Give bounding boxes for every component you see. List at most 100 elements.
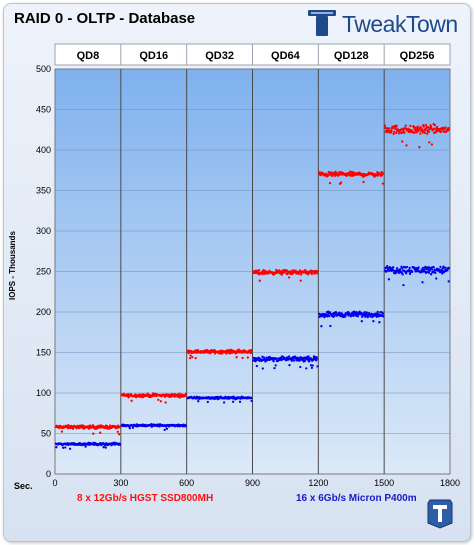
series-1-point	[382, 172, 385, 175]
series-1-point	[416, 125, 419, 128]
tweaktown-logo-text: TweakTown	[342, 11, 458, 37]
series-2-point	[420, 268, 423, 271]
series-2-point	[131, 426, 135, 429]
series-1-point	[434, 131, 437, 134]
series-2-point	[360, 311, 363, 315]
series-1-point	[447, 127, 451, 130]
series-2-point	[165, 427, 169, 430]
series-1-point	[433, 127, 436, 130]
x-axis-label: Sec.	[14, 481, 33, 491]
series-1-point	[389, 131, 393, 134]
series-2-point	[292, 359, 295, 362]
series-2-point	[410, 270, 414, 274]
series-1-point	[157, 398, 160, 401]
series-2-point	[395, 267, 399, 270]
series-1-point	[184, 394, 187, 397]
series-1-point	[71, 427, 75, 430]
series-2-point	[417, 266, 420, 269]
series-1-point	[194, 356, 197, 360]
series-2-point	[303, 359, 307, 363]
series-2-point	[231, 400, 235, 403]
series-2-point	[427, 271, 431, 274]
series-2-point	[328, 311, 332, 314]
series-1-point	[318, 171, 321, 174]
series-1-point	[164, 401, 167, 404]
series-1-point	[316, 269, 319, 273]
series-1-point	[423, 131, 427, 135]
y-tick-label: 500	[36, 64, 51, 74]
series-2-point	[310, 366, 314, 370]
series-2-point	[392, 266, 395, 269]
series-1-point	[413, 131, 416, 134]
series-1-point	[380, 173, 384, 177]
series-2-point	[408, 272, 412, 276]
series-1-point	[426, 132, 429, 135]
series-1-point	[189, 354, 192, 357]
series-2-point	[329, 324, 332, 328]
series-1-point	[170, 395, 173, 398]
series-2-point	[184, 424, 187, 427]
series-1-point	[188, 357, 192, 360]
series-1-point	[403, 131, 406, 134]
series-1-point	[127, 396, 130, 399]
series-2-point	[435, 277, 438, 280]
series-1-point	[383, 124, 387, 127]
series-1-point	[401, 140, 404, 143]
x-tick-label: 1800	[440, 478, 460, 488]
series-2-point	[334, 311, 338, 314]
series-2-point	[299, 365, 302, 369]
series-2-point	[378, 321, 381, 324]
series-1-point	[117, 433, 121, 436]
series-1-point	[116, 430, 119, 433]
y-tick-label: 400	[36, 145, 51, 155]
series-2-point	[104, 446, 107, 449]
series-2-point	[275, 357, 278, 360]
series-2-point	[349, 315, 353, 318]
series-1-point	[304, 268, 307, 272]
x-tick-label: 300	[113, 478, 128, 488]
series-1-point	[444, 126, 447, 129]
series-2-point	[447, 280, 450, 283]
series-1-point	[430, 143, 434, 146]
series-2-point	[442, 265, 445, 268]
series-1-point	[225, 352, 228, 355]
series-2-point	[316, 365, 319, 368]
series-1-point	[386, 127, 389, 130]
series-1-point	[404, 124, 407, 127]
series-2-point	[84, 445, 87, 448]
series-2-point	[261, 355, 264, 358]
tweaktown-logo-icon	[308, 10, 336, 36]
y-tick-label: 450	[36, 105, 51, 115]
series-1-point	[213, 348, 216, 352]
series-1-point	[130, 399, 133, 402]
series-2-point	[402, 283, 405, 287]
x-tick-label: 1200	[308, 478, 328, 488]
series-2-point	[441, 272, 444, 275]
series-1-point	[439, 130, 443, 134]
series-2-point	[376, 310, 379, 314]
legend-series-2: 16 x 6Gb/s Micron P400m	[296, 493, 417, 504]
series-2-point	[434, 271, 437, 275]
series-2-point	[261, 367, 264, 370]
series-2-point	[386, 265, 389, 268]
series-2-point	[401, 267, 404, 270]
series-1-point	[287, 276, 291, 279]
series-2-point	[372, 320, 375, 323]
series-2-point	[163, 428, 166, 432]
series-2-point	[360, 320, 363, 323]
series-2-point	[197, 400, 200, 403]
series-1-point	[447, 129, 450, 132]
series-1-point	[415, 131, 418, 134]
series-1-point	[315, 272, 319, 275]
x-tick-label: 900	[245, 478, 260, 488]
series-1-point	[407, 127, 410, 130]
series-2-point	[255, 364, 258, 368]
series-1-point	[262, 268, 265, 272]
series-1-point	[384, 126, 387, 130]
series-1-point	[418, 146, 421, 149]
series-1-point	[257, 268, 261, 272]
x-tick-label: 0	[52, 478, 57, 488]
y-axis-label: IOPS - Thousands	[8, 231, 17, 300]
series-2-point	[62, 446, 65, 449]
series-2-point	[421, 281, 424, 284]
